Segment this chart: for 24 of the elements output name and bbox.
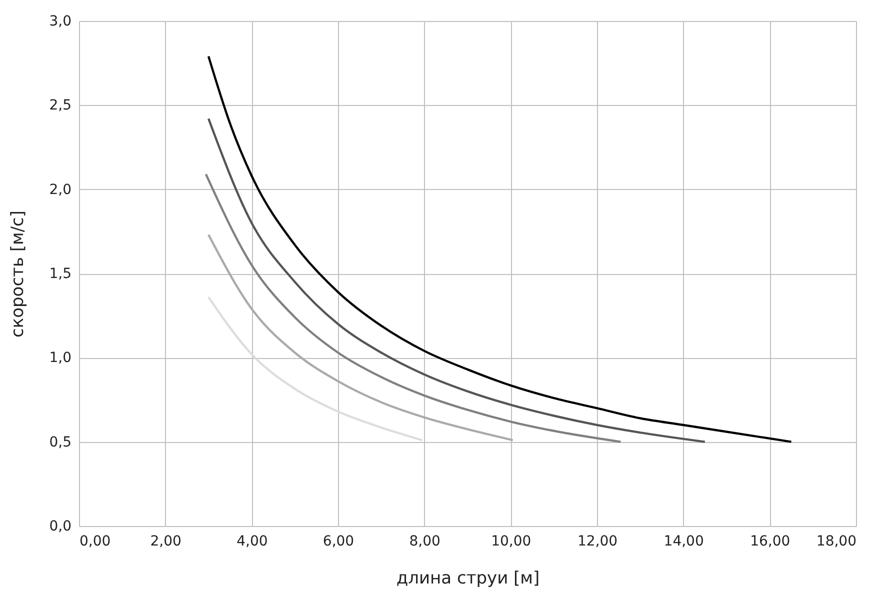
- x-tick-label: 16,00: [750, 534, 790, 550]
- x-tick-label: 10,00: [491, 534, 532, 550]
- x-tick-label: 4,00: [236, 534, 268, 550]
- x-tick-label: 2,00: [150, 534, 182, 550]
- y-tick-label: 2,5: [49, 98, 72, 114]
- x-tick-label: 8,00: [409, 534, 440, 550]
- x-tick-label: 6,00: [322, 534, 354, 550]
- line-series: [207, 296, 424, 442]
- x-tick-label: 12,00: [577, 534, 618, 550]
- y-tick-label: 1,5: [49, 266, 72, 282]
- y-axis-title: скорость [м/с]: [8, 210, 28, 338]
- line-series: [207, 118, 706, 443]
- y-tick-label: 3,0: [49, 14, 72, 30]
- x-axis-title: длина струи [м]: [396, 568, 540, 588]
- x-tick-label: 14,00: [664, 534, 704, 550]
- x-tick-label: 0,00: [80, 534, 111, 550]
- x-tick-label: 18,00: [816, 534, 856, 550]
- y-tick-label: 0,5: [49, 434, 72, 450]
- line-series: [207, 234, 514, 442]
- y-tick-label: 2,0: [49, 182, 72, 198]
- y-tick-label: 1,0: [49, 350, 72, 366]
- y-tick-label: 0,0: [49, 518, 72, 534]
- line-series: [204, 173, 622, 443]
- line-series: [207, 55, 792, 443]
